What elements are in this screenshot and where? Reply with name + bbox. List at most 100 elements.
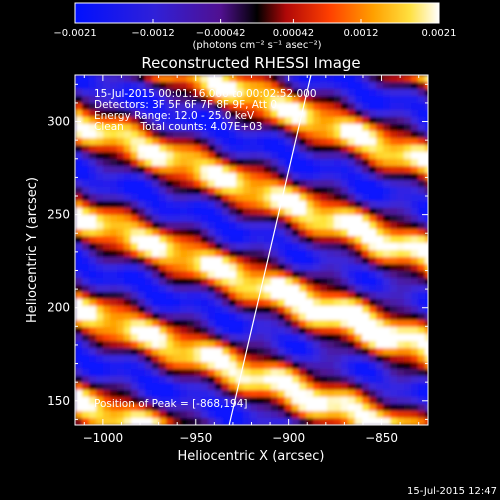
heatmap-cell (257, 257, 265, 265)
heatmap-cell (173, 299, 181, 307)
heatmap-cell (222, 355, 230, 363)
heatmap-cell (89, 390, 97, 398)
heatmap-cell (355, 145, 363, 153)
heatmap-cell (96, 334, 104, 342)
heatmap-cell (187, 208, 195, 216)
heatmap-cell (411, 306, 419, 314)
heatmap-cell (257, 348, 265, 356)
heatmap-cell (229, 208, 237, 216)
heatmap-cell (334, 201, 342, 209)
heatmap-cell (124, 390, 132, 398)
heatmap-cell (131, 124, 139, 132)
heatmap-cell (369, 264, 377, 272)
heatmap-cell (320, 306, 328, 314)
heatmap-cell (271, 327, 279, 335)
heatmap-cell (180, 89, 188, 97)
heatmap-cell (257, 376, 265, 384)
heatmap-cell (152, 117, 160, 125)
heatmap-cell (320, 418, 328, 425)
heatmap-cell (327, 250, 335, 258)
heatmap-cell (411, 222, 419, 230)
heatmap-cell (117, 257, 125, 265)
heatmap-cell (418, 285, 426, 293)
heatmap-cell (355, 418, 363, 425)
heatmap-cell (180, 411, 188, 419)
heatmap-cell (236, 236, 244, 244)
heatmap-cell (376, 159, 384, 167)
heatmap-cell (173, 369, 181, 377)
heatmap-cell (110, 418, 118, 425)
heatmap-cell (145, 390, 153, 398)
heatmap-cell (425, 131, 428, 139)
heatmap-cell (236, 166, 244, 174)
heatmap-cell (271, 96, 279, 104)
heatmap-cell (75, 236, 83, 244)
heatmap-cell (131, 145, 139, 153)
heatmap-cell (201, 341, 209, 349)
heatmap-cell (229, 89, 237, 97)
heatmap-cell (75, 278, 83, 286)
heatmap-cell (299, 341, 307, 349)
heatmap-cell (404, 187, 412, 195)
heatmap-cell (306, 96, 314, 104)
heatmap-cell (278, 222, 286, 230)
heatmap-cell (250, 110, 258, 118)
heatmap-cell (166, 145, 174, 153)
heatmap-cell (96, 369, 104, 377)
heatmap-cell (355, 194, 363, 202)
heatmap-cell (110, 341, 118, 349)
heatmap-cell (355, 180, 363, 188)
heatmap-cell (75, 299, 83, 307)
heatmap-cell (383, 117, 391, 125)
heatmap-cell (110, 404, 118, 412)
heatmap-cell (82, 348, 90, 356)
heatmap-cell (110, 334, 118, 342)
heatmap-cell (355, 187, 363, 195)
heatmap-cell (117, 89, 125, 97)
heatmap-cell (96, 82, 104, 90)
heatmap-cell (82, 124, 90, 132)
heatmap-cell (229, 229, 237, 237)
heatmap-cell (166, 341, 174, 349)
heatmap-cell (103, 306, 111, 314)
heatmap-cell (425, 418, 428, 425)
heatmap-cell (201, 145, 209, 153)
heatmap-cell (383, 215, 391, 223)
heatmap-cell (152, 159, 160, 167)
heatmap-cell (82, 166, 90, 174)
heatmap-cell (201, 404, 209, 412)
heatmap-cell (250, 369, 258, 377)
heatmap-cell (117, 285, 125, 293)
heatmap-cell (404, 320, 412, 328)
heatmap-cell (229, 313, 237, 321)
heatmap-cell (124, 397, 132, 405)
heatmap-cell (124, 334, 132, 342)
heatmap-cell (362, 75, 370, 83)
heatmap-cell (264, 278, 272, 286)
heatmap-cell (194, 229, 202, 237)
heatmap-cell (271, 103, 279, 111)
heatmap-cell (285, 376, 293, 384)
heatmap-cell (222, 145, 230, 153)
heatmap-cell (124, 306, 132, 314)
heatmap-cell (75, 271, 83, 279)
heatmap-cell (355, 306, 363, 314)
heatmap-cell (411, 96, 419, 104)
heatmap-cell (327, 173, 335, 181)
heatmap-cell (187, 278, 195, 286)
heatmap-cell (334, 180, 342, 188)
heatmap-cell (208, 306, 216, 314)
x-tick-label: −950 (179, 431, 212, 445)
heatmap-cell (404, 257, 412, 265)
heatmap-cell (138, 285, 146, 293)
annotation-clean-counts: Clean Total counts: 4.07E+03 (94, 121, 263, 133)
heatmap-cell (89, 313, 97, 321)
heatmap-cell (334, 390, 342, 398)
heatmap-cell (187, 75, 195, 83)
heatmap-cell (208, 138, 216, 146)
heatmap-cell (243, 82, 251, 90)
heatmap-cell (229, 138, 237, 146)
heatmap-cell (103, 411, 111, 419)
heatmap-cell (397, 264, 405, 272)
heatmap-cell (145, 152, 153, 160)
